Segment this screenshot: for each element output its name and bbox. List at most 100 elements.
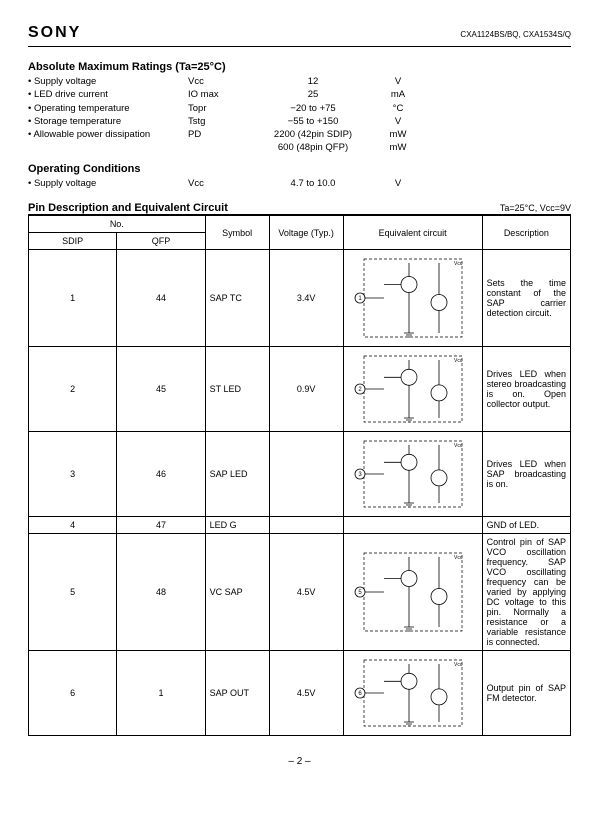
absmax-label: Supply voltage (28, 75, 188, 88)
svg-text:Vcc: Vcc (454, 662, 463, 668)
cell-symbol: ST LED (205, 347, 269, 432)
absmax-label (28, 141, 188, 154)
absmax-sym: Vcc (188, 75, 248, 88)
th-qfp: QFP (117, 233, 205, 250)
cell-eqcircuit: 3 Vcc (343, 432, 482, 517)
cell-sdip: 2 (29, 347, 117, 432)
th-sdip: SDIP (29, 233, 117, 250)
svg-text:Vcc: Vcc (454, 555, 463, 561)
pin-table: No. Symbol Voltage (Typ.) Equivalent cir… (28, 215, 571, 736)
opcond-unit: V (378, 177, 418, 190)
pindesc-cond: Ta=25°C, Vcc=9V (500, 203, 571, 213)
cell-symbol: SAP TC (205, 250, 269, 347)
cell-description: Sets the time constant of the SAP carrie… (482, 250, 570, 347)
cell-voltage: 3.4V (269, 250, 343, 347)
cell-voltage (269, 517, 343, 534)
schematic-icon: 6 Vcc (354, 654, 472, 732)
absmax-row: 600 (48pin QFP) mW (28, 141, 571, 154)
cell-qfp: 47 (117, 517, 205, 534)
th-description: Description (482, 216, 570, 250)
absmax-sym (188, 141, 248, 154)
schematic-icon: 3 Vcc (354, 435, 472, 513)
cell-eqcircuit: 5 Vcc (343, 534, 482, 651)
absmax-label: Operating temperature (28, 102, 188, 115)
absmax-table: Supply voltage Vcc 12 V LED drive curren… (28, 75, 571, 155)
cell-qfp: 1 (117, 651, 205, 736)
absmax-sym: IO max (188, 88, 248, 101)
cell-qfp: 48 (117, 534, 205, 651)
page: SONY CXA1124BS/BQ, CXA1534S/Q Absolute M… (0, 0, 599, 791)
cell-voltage: 0.9V (269, 347, 343, 432)
cell-qfp: 45 (117, 347, 205, 432)
absmax-row: LED drive current IO max 25 mA (28, 88, 571, 101)
absmax-unit: V (378, 115, 418, 128)
svg-text:Vcc: Vcc (454, 261, 463, 267)
svg-text:Vcc: Vcc (454, 358, 463, 364)
table-row: 5 48 VC SAP 4.5V 5 Vcc Control pin of SA… (29, 534, 571, 651)
cell-symbol: SAP LED (205, 432, 269, 517)
absmax-val: 25 (248, 88, 378, 101)
cell-qfp: 46 (117, 432, 205, 517)
schematic-icon: 5 Vcc (354, 547, 472, 637)
absmax-sym: Topr (188, 102, 248, 115)
cell-symbol: LED G (205, 517, 269, 534)
opcond-title: Operating Conditions (28, 163, 571, 175)
schematic-icon: 2 Vcc (354, 350, 472, 428)
opcond-row: Supply voltage Vcc 4.7 to 10.0 V (28, 177, 571, 190)
cell-voltage (269, 432, 343, 517)
absmax-label: Allowable power dissipation (28, 128, 188, 141)
cell-description: Output pin of SAP FM detector. (482, 651, 570, 736)
absmax-unit: mA (378, 88, 418, 101)
table-row: 2 45 ST LED 0.9V 2 Vcc Drives LED when s… (29, 347, 571, 432)
th-voltage: Voltage (Typ.) (269, 216, 343, 250)
pindesc-title: Pin Description and Equivalent Circuit (28, 202, 228, 214)
th-symbol: Symbol (205, 216, 269, 250)
cell-symbol: VC SAP (205, 534, 269, 651)
absmax-row: Allowable power dissipation PD 2200 (42p… (28, 128, 571, 141)
absmax-row: Operating temperature Topr −20 to +75 °C (28, 102, 571, 115)
cell-sdip: 1 (29, 250, 117, 347)
cell-sdip: 4 (29, 517, 117, 534)
part-number: CXA1124BS/BQ, CXA1534S/Q (460, 30, 571, 39)
absmax-val: 2200 (42pin SDIP) (248, 128, 378, 141)
brand-logo: SONY (28, 24, 81, 42)
cell-symbol: SAP OUT (205, 651, 269, 736)
absmax-row: Supply voltage Vcc 12 V (28, 75, 571, 88)
page-header: SONY CXA1124BS/BQ, CXA1534S/Q (28, 24, 571, 47)
absmax-val: 600 (48pin QFP) (248, 141, 378, 154)
absmax-unit: mW (378, 128, 418, 141)
cell-qfp: 44 (117, 250, 205, 347)
opcond-val: 4.7 to 10.0 (248, 177, 378, 190)
cell-eqcircuit: 6 Vcc (343, 651, 482, 736)
cell-description: GND of LED. (482, 517, 570, 534)
schematic-icon: 1 Vcc (354, 253, 472, 343)
table-row: 4 47 LED G GND of LED. (29, 517, 571, 534)
pindesc-header: Pin Description and Equivalent Circuit T… (28, 202, 571, 215)
cell-sdip: 3 (29, 432, 117, 517)
absmax-unit: mW (378, 141, 418, 154)
th-eqcircuit: Equivalent circuit (343, 216, 482, 250)
cell-voltage: 4.5V (269, 651, 343, 736)
cell-eqcircuit: 2 Vcc (343, 347, 482, 432)
absmax-unit: °C (378, 102, 418, 115)
absmax-sym: PD (188, 128, 248, 141)
absmax-sym: Tstg (188, 115, 248, 128)
absmax-unit: V (378, 75, 418, 88)
cell-eqcircuit: 1 Vcc (343, 250, 482, 347)
cell-description: Control pin of SAP VCO oscillation frequ… (482, 534, 570, 651)
absmax-val: −55 to +150 (248, 115, 378, 128)
absmax-val: 12 (248, 75, 378, 88)
table-row: 3 46 SAP LED 3 Vcc Drives LED when SAP b… (29, 432, 571, 517)
absmax-label: LED drive current (28, 88, 188, 101)
cell-sdip: 6 (29, 651, 117, 736)
cell-sdip: 5 (29, 534, 117, 651)
absmax-label: Storage temperature (28, 115, 188, 128)
th-no: No. (29, 216, 206, 233)
table-row: 1 44 SAP TC 3.4V 1 Vcc Sets the time con… (29, 250, 571, 347)
cell-voltage: 4.5V (269, 534, 343, 651)
table-row: 6 1 SAP OUT 4.5V 6 Vcc Output pin of SAP… (29, 651, 571, 736)
cell-description: Drives LED when SAP broadcasting is on. (482, 432, 570, 517)
opcond-label: Supply voltage (28, 177, 188, 190)
cell-eqcircuit (343, 517, 482, 534)
cell-description: Drives LED when stereo broadcasting is o… (482, 347, 570, 432)
